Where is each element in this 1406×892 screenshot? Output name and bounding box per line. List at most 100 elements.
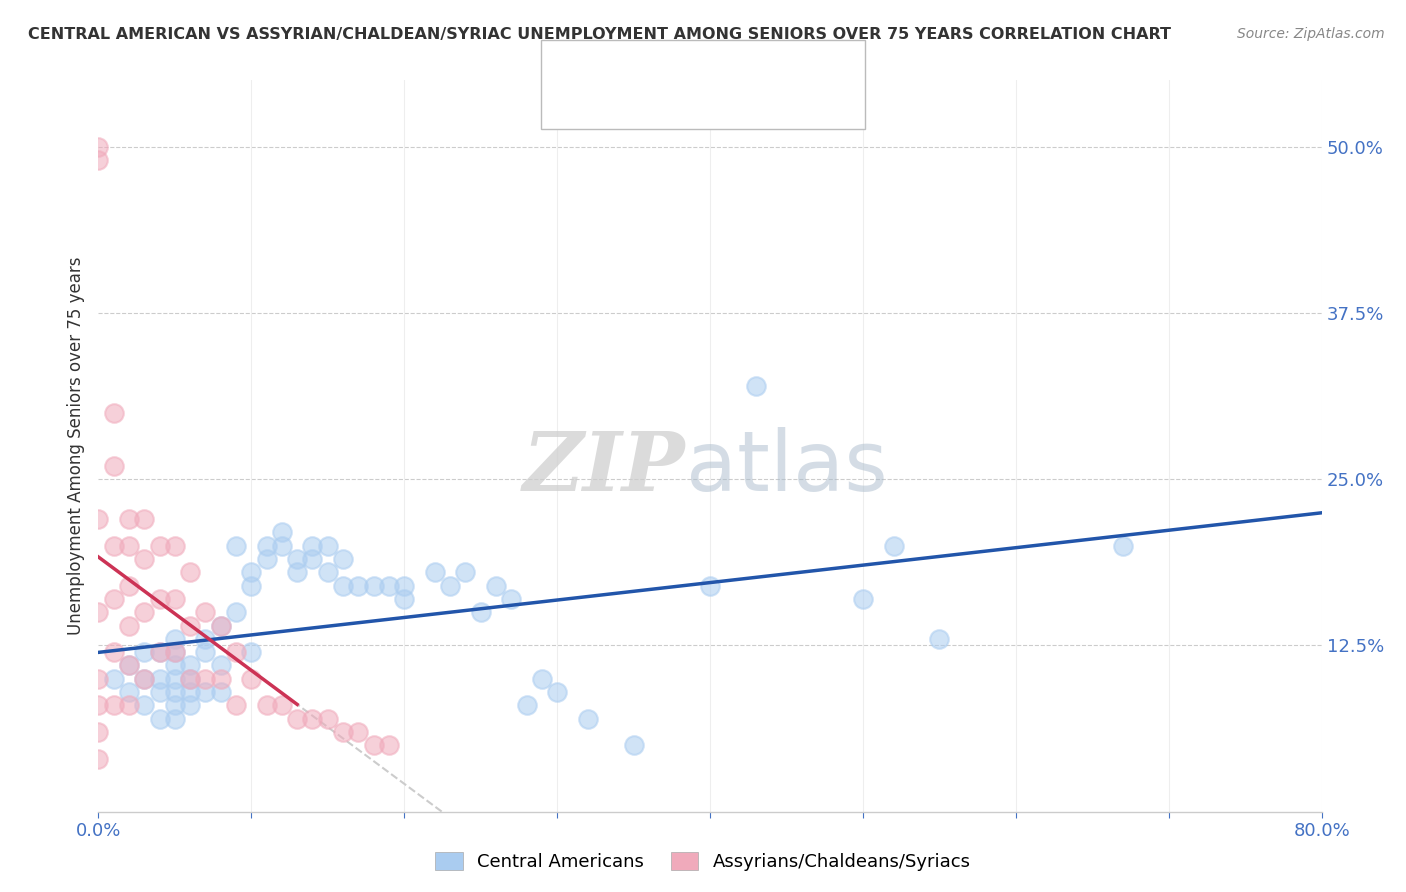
Point — [118, 618, 141, 632]
Point — [256, 539, 278, 553]
Point — [883, 539, 905, 553]
Point — [316, 539, 339, 553]
Point — [118, 685, 141, 699]
Point — [149, 591, 172, 606]
Point — [103, 672, 125, 686]
Y-axis label: Unemployment Among Seniors over 75 years: Unemployment Among Seniors over 75 years — [66, 257, 84, 635]
Point — [240, 672, 263, 686]
Point — [194, 672, 217, 686]
Point — [163, 539, 186, 553]
Point — [285, 552, 308, 566]
Point — [316, 712, 339, 726]
Point — [378, 738, 401, 752]
Point — [163, 698, 186, 713]
Point — [134, 698, 156, 713]
Point — [163, 645, 186, 659]
Text: Source: ZipAtlas.com: Source: ZipAtlas.com — [1237, 27, 1385, 41]
Point — [179, 672, 201, 686]
Point — [163, 632, 186, 646]
Point — [454, 566, 477, 580]
Point — [134, 672, 156, 686]
Point — [134, 512, 156, 526]
Point — [316, 566, 339, 580]
Point — [209, 618, 232, 632]
Point — [928, 632, 950, 646]
Point — [134, 552, 156, 566]
Point — [103, 458, 125, 473]
Point — [745, 379, 768, 393]
Point — [285, 566, 308, 580]
Point — [209, 685, 232, 699]
Point — [378, 579, 401, 593]
Point — [363, 579, 385, 593]
Point — [501, 591, 523, 606]
Point — [392, 579, 416, 593]
Point — [209, 658, 232, 673]
Point — [301, 712, 323, 726]
Point — [87, 725, 110, 739]
Point — [103, 698, 125, 713]
Point — [194, 605, 217, 619]
Point — [179, 618, 201, 632]
Point — [118, 658, 141, 673]
Point — [103, 539, 125, 553]
Point — [301, 552, 323, 566]
Point — [439, 579, 461, 593]
Point — [118, 579, 141, 593]
Point — [363, 738, 385, 752]
Point — [179, 672, 201, 686]
Point — [285, 712, 308, 726]
Point — [134, 645, 156, 659]
Point — [103, 406, 125, 420]
Point — [103, 591, 125, 606]
Point — [392, 591, 416, 606]
Point — [149, 539, 172, 553]
Point — [87, 751, 110, 765]
Text: R =  0.302   N = 49: R = 0.302 N = 49 — [593, 87, 755, 104]
Point — [179, 566, 201, 580]
Point — [149, 712, 172, 726]
Text: CENTRAL AMERICAN VS ASSYRIAN/CHALDEAN/SYRIAC UNEMPLOYMENT AMONG SENIORS OVER 75 : CENTRAL AMERICAN VS ASSYRIAN/CHALDEAN/SY… — [28, 27, 1171, 42]
Point — [149, 645, 172, 659]
Point — [163, 712, 186, 726]
Point — [194, 685, 217, 699]
Point — [347, 725, 370, 739]
Text: ZIP: ZIP — [523, 428, 686, 508]
Point — [179, 658, 201, 673]
Point — [546, 685, 568, 699]
Point — [194, 632, 217, 646]
Point — [1112, 539, 1135, 553]
Point — [163, 645, 186, 659]
Point — [103, 645, 125, 659]
Point — [225, 605, 247, 619]
Point — [179, 685, 201, 699]
Point — [134, 672, 156, 686]
Point — [270, 539, 292, 553]
Point — [163, 591, 186, 606]
Point — [270, 698, 292, 713]
Point — [225, 698, 247, 713]
Point — [576, 712, 599, 726]
Point — [87, 512, 110, 526]
Point — [347, 579, 370, 593]
Point — [332, 552, 354, 566]
Point — [87, 605, 110, 619]
Point — [470, 605, 492, 619]
Point — [256, 552, 278, 566]
Point — [87, 140, 110, 154]
Point — [240, 645, 263, 659]
Point — [118, 539, 141, 553]
Point — [623, 738, 645, 752]
Point — [149, 672, 172, 686]
Point — [699, 579, 721, 593]
Point — [240, 579, 263, 593]
Point — [332, 579, 354, 593]
Point — [209, 672, 232, 686]
Point — [301, 539, 323, 553]
Point — [163, 685, 186, 699]
Point — [179, 698, 201, 713]
Point — [194, 645, 217, 659]
Point — [423, 566, 446, 580]
Point — [87, 672, 110, 686]
Point — [149, 645, 172, 659]
